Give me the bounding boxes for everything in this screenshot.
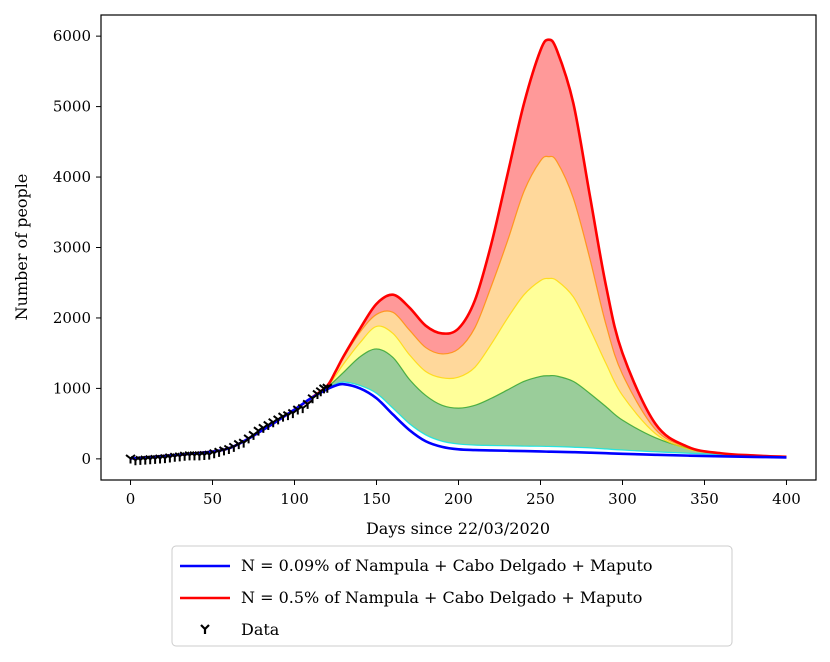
data-point bbox=[287, 408, 298, 419]
band-fill-yellow bbox=[130, 278, 787, 459]
y-tick-label: 5000 bbox=[53, 98, 91, 116]
data-point bbox=[307, 393, 318, 404]
legend-label-data: Data bbox=[241, 620, 280, 639]
data-points bbox=[125, 383, 333, 466]
y-axis-ticks: 0 1000 2000 3000 4000 5000 6000 bbox=[53, 27, 101, 468]
x-tick-label: 300 bbox=[608, 490, 637, 508]
band-fills bbox=[130, 39, 787, 459]
legend: N = 0.09% of Nampula + Cabo Delgado + Ma… bbox=[171, 545, 733, 647]
data-point bbox=[238, 438, 249, 448]
x-tick-label: 350 bbox=[690, 490, 719, 508]
y-tick-label: 1000 bbox=[53, 379, 91, 397]
y-tick-label: 0 bbox=[81, 450, 91, 468]
band-fill-green bbox=[130, 348, 787, 459]
data-point bbox=[243, 434, 254, 444]
x-tick-label: 0 bbox=[126, 490, 136, 508]
y-tick-label: 4000 bbox=[53, 168, 91, 186]
x-tick-label: 100 bbox=[280, 490, 309, 508]
y-tick-label: 6000 bbox=[53, 27, 91, 45]
y-tick-label: 3000 bbox=[53, 239, 91, 257]
x-tick-label: 150 bbox=[362, 490, 391, 508]
x-tick-label: 400 bbox=[772, 490, 801, 508]
x-tick-label: 200 bbox=[444, 490, 473, 508]
legend-swatch-data bbox=[200, 624, 210, 634]
data-point bbox=[322, 383, 333, 393]
x-tick-label: 250 bbox=[526, 490, 555, 508]
legend-box bbox=[171, 545, 733, 647]
data-point bbox=[248, 430, 259, 440]
legend-label-red: N = 0.5% of Nampula + Cabo Delgado + Map… bbox=[241, 588, 642, 607]
x-axis-label: Days since 22/03/2020 bbox=[366, 519, 550, 538]
legend-label-blue: N = 0.09% of Nampula + Cabo Delgado + Ma… bbox=[241, 556, 653, 575]
data-point bbox=[302, 399, 313, 409]
data-point bbox=[297, 403, 308, 414]
band-fill-orange bbox=[130, 156, 787, 459]
y-axis-label: Number of people bbox=[12, 174, 31, 321]
x-tick-label: 50 bbox=[203, 490, 222, 508]
x-axis-ticks: 0 50 100 150 200 250 300 350 400 bbox=[126, 480, 801, 508]
y-tick-label: 2000 bbox=[53, 309, 91, 327]
